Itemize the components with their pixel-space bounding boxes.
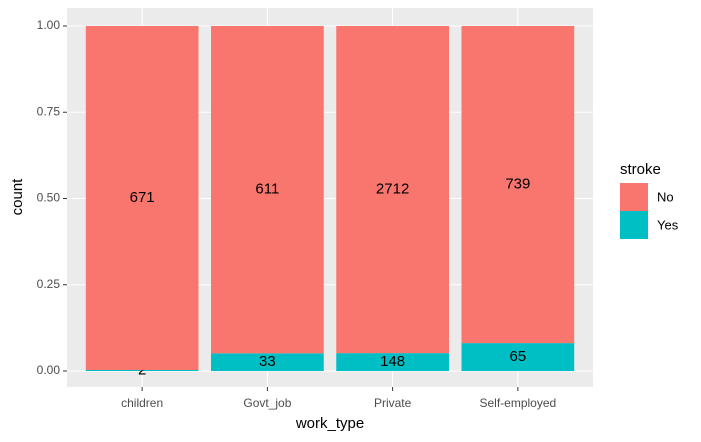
legend-title: stroke: [620, 161, 661, 178]
bar-segment: [336, 353, 449, 371]
data-label: 33: [259, 353, 276, 370]
y-tick-label: 0.00: [37, 363, 61, 377]
legend-key: [620, 183, 648, 211]
data-label: 671: [130, 189, 155, 206]
bar-segment: [211, 353, 324, 371]
data-label: 739: [505, 176, 530, 193]
y-tick-label: 0.25: [37, 277, 61, 291]
x-tick-label: Govt_job: [243, 396, 291, 410]
x-axis-label: work_type: [295, 415, 364, 432]
x-tick-label: Private: [374, 396, 412, 410]
bar-segment: [461, 343, 575, 371]
y-tick-label: 0.50: [37, 191, 61, 205]
legend-label: No: [657, 189, 674, 204]
bar-segment: [211, 26, 324, 354]
y-tick-label: 1.00: [37, 18, 61, 32]
x-tick-label: children: [121, 396, 163, 410]
data-label: 148: [380, 353, 405, 370]
legend-key: [620, 211, 648, 239]
x-tick-label: Self-employed: [479, 396, 556, 410]
data-label: 611: [255, 181, 279, 198]
data-label: 65: [510, 348, 527, 365]
y-tick-label: 0.75: [37, 104, 61, 118]
bar-segment: [461, 26, 575, 344]
data-label: 2712: [376, 181, 409, 198]
y-axis-label: count: [9, 178, 26, 216]
bar-segment: [85, 369, 199, 371]
bar-segment: [85, 26, 199, 370]
legend-label: Yes: [657, 217, 679, 232]
bar-segment: [336, 26, 449, 354]
